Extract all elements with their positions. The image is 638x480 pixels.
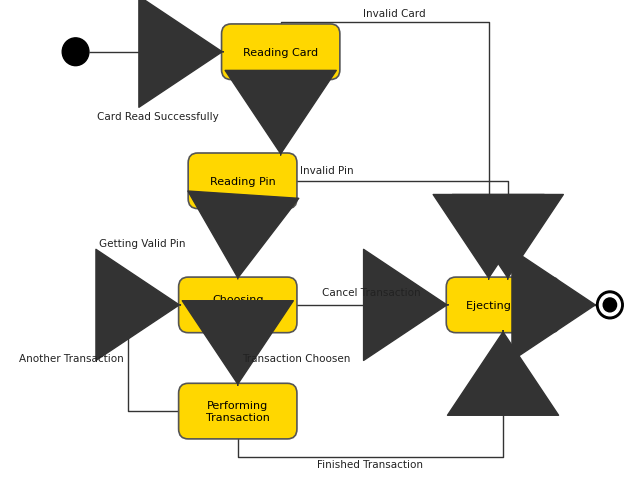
Circle shape [599, 294, 620, 316]
Text: Reading Card: Reading Card [243, 48, 318, 58]
Text: Another Transaction: Another Transaction [20, 353, 124, 363]
Text: Finished Transaction: Finished Transaction [317, 459, 424, 469]
Text: Choosing
Transaction: Choosing Transaction [206, 294, 270, 316]
Text: Card Read Successfully: Card Read Successfully [97, 112, 219, 122]
Text: Invalid Pin: Invalid Pin [300, 166, 353, 176]
Text: Reading Pin: Reading Pin [210, 177, 276, 186]
Circle shape [603, 298, 616, 312]
Text: Invalid Card: Invalid Card [363, 9, 426, 19]
Text: Cancel Transaction: Cancel Transaction [322, 288, 421, 297]
Text: Performing
Transaction: Performing Transaction [206, 400, 270, 422]
FancyBboxPatch shape [446, 277, 560, 333]
Circle shape [597, 291, 623, 319]
Circle shape [63, 39, 89, 67]
FancyBboxPatch shape [221, 25, 340, 80]
FancyBboxPatch shape [179, 384, 297, 439]
Text: Transaction Choosen: Transaction Choosen [242, 353, 351, 363]
FancyBboxPatch shape [179, 277, 297, 333]
Text: Ejecting Card: Ejecting Card [466, 300, 540, 310]
FancyBboxPatch shape [188, 154, 297, 209]
Text: Getting Valid Pin: Getting Valid Pin [99, 239, 185, 248]
